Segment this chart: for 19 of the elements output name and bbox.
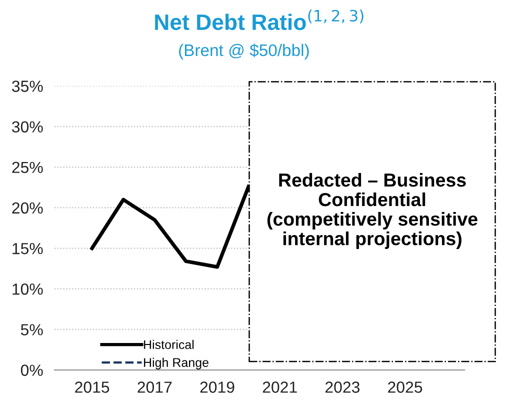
y-tick-label: 20%: [12, 202, 43, 214]
annotation: Redacted – Business Confidential (competitively sensitive internal projections): [267, 172, 478, 249]
y-tick-label: 15%: [12, 242, 43, 254]
x-tick-label: 2017: [138, 382, 172, 393]
x-tick-label: 2019: [200, 382, 234, 393]
y-tick-label: 0%: [20, 364, 43, 376]
x-tick-label: 2025: [388, 382, 422, 393]
x-tick-label: 2021: [262, 382, 297, 393]
x-tick-label: 2015: [75, 382, 110, 393]
x-tick-label: 2023: [325, 382, 360, 393]
chart-title: Net Debt Ratio$^{(1,2,3)}$: [155, 10, 364, 30]
legend-label: Historical: [144, 340, 194, 350]
y-tick-label: 25%: [12, 162, 43, 174]
chart-subtitle: (Brent @ $50/bbl): [179, 44, 309, 60]
legend-label: High Range: [144, 358, 208, 370]
y-tick-label: 35%: [12, 80, 43, 92]
y-tick-label: 5%: [20, 324, 43, 336]
y-tick-label: 10%: [12, 283, 43, 295]
y-tick-label: 30%: [12, 121, 43, 133]
